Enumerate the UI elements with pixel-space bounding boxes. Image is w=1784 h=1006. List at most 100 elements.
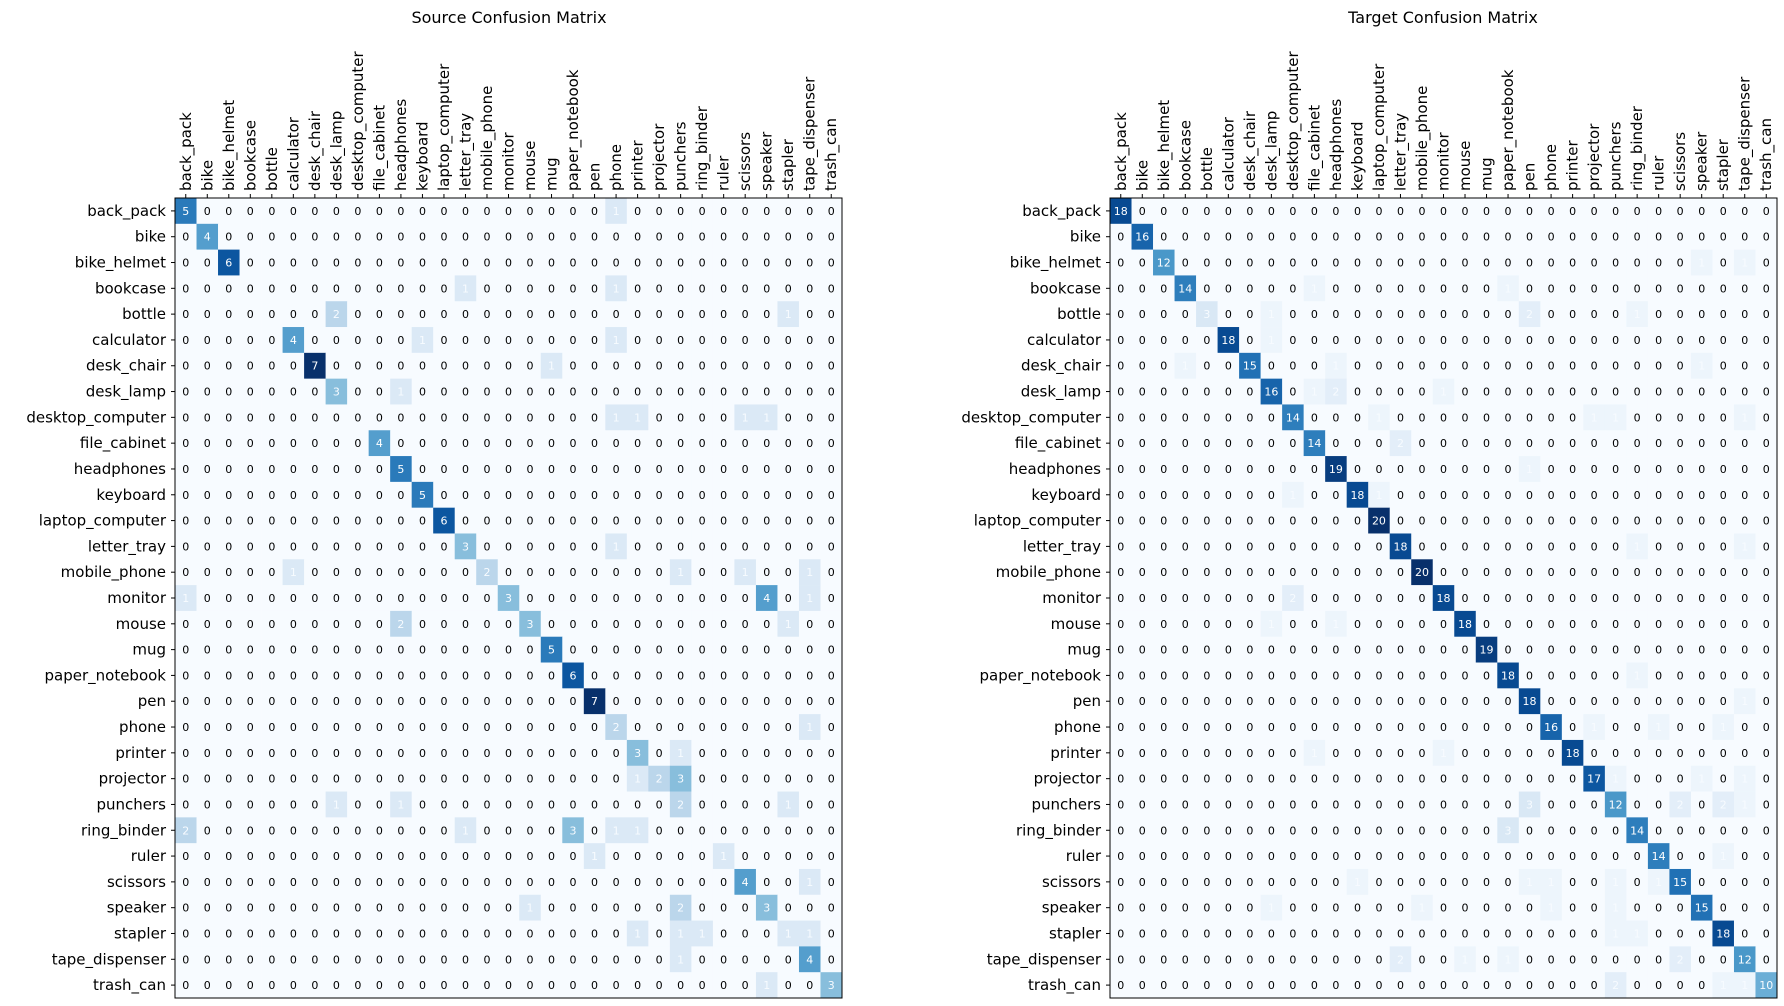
- cell-value-label: 0: [354, 618, 361, 631]
- heatmap-cell: [497, 223, 520, 250]
- heatmap-cell: [605, 585, 628, 612]
- cell-value-label: 0: [720, 334, 727, 347]
- heatmap-cell: [239, 481, 262, 508]
- cell-value-label: 1: [1526, 876, 1533, 889]
- cell-value-label: 0: [354, 695, 361, 708]
- x-tick-label: bottle: [263, 147, 281, 191]
- heatmap-cell: [712, 636, 735, 663]
- cell-value-label: 0: [1354, 566, 1361, 579]
- heatmap-cell: [755, 456, 778, 483]
- heatmap-cell: [433, 378, 456, 405]
- cell-value-label: 1: [1311, 747, 1318, 760]
- cell-value-label: 0: [354, 902, 361, 915]
- cell-value-label: 0: [333, 437, 340, 450]
- heatmap-cell: [390, 430, 412, 457]
- heatmap-cell: [239, 533, 262, 560]
- cell-value-label: 0: [247, 902, 254, 915]
- cell-value-label: 0: [591, 773, 598, 786]
- cell-value-label: 0: [419, 644, 426, 657]
- cell-value-label: 0: [1160, 644, 1167, 657]
- heatmap-cell: [218, 585, 240, 612]
- cell-value-label: 0: [1505, 566, 1512, 579]
- cell-value-label: 0: [290, 721, 297, 734]
- heatmap-cell: [626, 636, 649, 663]
- cell-value-label: 0: [182, 231, 189, 244]
- cell-value-label: 0: [225, 669, 232, 682]
- x-tick-label: scissors: [736, 132, 754, 191]
- cell-value-label: 0: [505, 334, 512, 347]
- heatmap-cell: [454, 404, 477, 431]
- heatmap-cell: [411, 249, 434, 276]
- x-tick-label: desk_chair: [306, 110, 325, 191]
- cell-value-label: 0: [311, 205, 318, 218]
- cell-value-label: 0: [1268, 282, 1275, 295]
- cell-value-label: 0: [397, 695, 404, 708]
- cell-value-label: 0: [1440, 489, 1447, 502]
- cell-value-label: 0: [785, 231, 792, 244]
- cell-value-label: 0: [1483, 902, 1490, 915]
- cell-value-label: 0: [677, 231, 684, 244]
- cell-value-label: 0: [785, 515, 792, 528]
- cell-value-label: 0: [1225, 308, 1232, 321]
- heatmap-cell: [562, 481, 585, 508]
- cell-value-label: 0: [1246, 695, 1253, 708]
- cell-value-label: 0: [1505, 257, 1512, 270]
- heatmap-cell: [411, 507, 434, 534]
- cell-value-label: 0: [1526, 927, 1533, 940]
- heatmap-cell: [648, 610, 671, 638]
- heatmap-cell: [734, 481, 757, 508]
- heatmap-cell: [390, 275, 412, 302]
- cell-value-label: 0: [806, 282, 813, 295]
- cell-value-label: 0: [1655, 334, 1662, 347]
- cell-value-label: 0: [1311, 463, 1318, 476]
- x-tick-label: ruler: [1650, 155, 1668, 191]
- cell-value-label: 0: [1505, 747, 1512, 760]
- heatmap-cell: [540, 327, 563, 354]
- cell-value-label: 0: [505, 953, 512, 966]
- cell-value-label: 0: [1160, 979, 1167, 992]
- cell-value-label: 0: [806, 360, 813, 373]
- cell-value-label: 16: [1135, 231, 1149, 244]
- cell-value-label: 0: [570, 411, 577, 424]
- cell-value-label: 0: [225, 695, 232, 708]
- cell-value-label: 0: [1763, 902, 1770, 915]
- heatmap-cell: [562, 301, 585, 328]
- cell-value-label: 0: [311, 747, 318, 760]
- cell-value-label: 0: [333, 618, 340, 631]
- heatmap-cell: [648, 327, 671, 354]
- cell-value-label: 0: [1397, 902, 1404, 915]
- cell-value-label: 0: [1311, 644, 1318, 657]
- cell-value-label: 0: [1505, 979, 1512, 992]
- cell-value-label: 0: [354, 644, 361, 657]
- cell-value-label: 0: [720, 876, 727, 889]
- cell-value-label: 0: [204, 540, 211, 553]
- cell-value-label: 0: [268, 721, 275, 734]
- heatmap-cell: [282, 585, 305, 612]
- cell-value-label: 0: [1311, 669, 1318, 682]
- cell-value-label: 0: [182, 979, 189, 992]
- cell-value-label: 0: [1483, 850, 1490, 863]
- cell-value-label: 20: [1372, 515, 1386, 528]
- heatmap-cell: [820, 636, 843, 663]
- cell-value-label: 0: [1332, 824, 1339, 837]
- y-tick-label: keyboard: [96, 486, 166, 504]
- cell-value-label: 0: [1612, 824, 1619, 837]
- cell-value-label: 0: [1268, 747, 1275, 760]
- cell-value-label: 0: [1677, 257, 1684, 270]
- cell-value-label: 0: [1655, 618, 1662, 631]
- cell-value-label: 0: [548, 592, 555, 605]
- cell-value-label: 0: [1677, 411, 1684, 424]
- cell-value-label: 0: [247, 411, 254, 424]
- cell-value-label: 2: [1677, 798, 1684, 811]
- heatmap-cell: [175, 198, 197, 225]
- cell-value-label: 0: [376, 360, 383, 373]
- cell-value-label: 0: [1268, 644, 1275, 657]
- heatmap-cell: [540, 430, 563, 457]
- cell-value-label: 0: [634, 566, 641, 579]
- heatmap-cell: [820, 327, 843, 354]
- cell-value-label: 0: [247, 360, 254, 373]
- heatmap-cell: [325, 352, 348, 379]
- cell-value-label: 0: [1117, 979, 1124, 992]
- cell-value-label: 0: [1612, 205, 1619, 218]
- cell-value-label: 0: [1677, 515, 1684, 528]
